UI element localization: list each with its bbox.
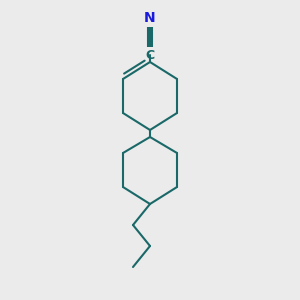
Text: N: N xyxy=(144,11,156,25)
Text: C: C xyxy=(146,49,154,62)
